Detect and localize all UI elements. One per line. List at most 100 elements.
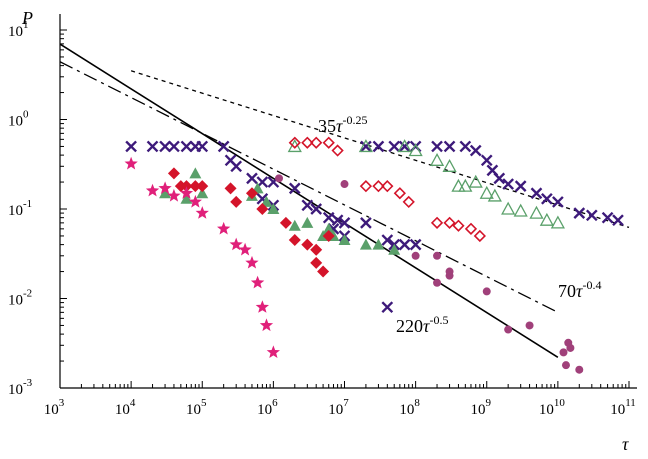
- diamond-marker: [180, 180, 193, 193]
- fit-label-35: 35τ-0.25: [318, 113, 367, 136]
- star-marker: [217, 221, 231, 235]
- x-tick-label: 104: [115, 397, 136, 418]
- diamond-marker: [245, 187, 258, 200]
- open-diamond-marker: [402, 195, 415, 209]
- diamond-marker: [196, 180, 209, 193]
- x-tick-label: 103: [44, 397, 65, 418]
- y-axis-label: P: [21, 8, 33, 28]
- fit-line-70: [59, 61, 559, 313]
- cross-marker: [360, 217, 372, 229]
- triangle-marker: [180, 192, 193, 204]
- open-diamond-marker: [372, 180, 385, 193]
- triangle-marker: [372, 238, 385, 250]
- x-tick-label: 109: [471, 397, 492, 418]
- circle-marker: [340, 180, 349, 189]
- cross-marker: [388, 140, 401, 153]
- circle-marker: [433, 278, 442, 287]
- cross-marker: [480, 154, 493, 167]
- star-marker: [238, 242, 252, 256]
- fit-label-70: 70τ-0.4: [558, 278, 601, 301]
- open-triangle-marker: [408, 143, 423, 157]
- diamond-marker: [317, 265, 330, 278]
- open-triangle-marker: [487, 188, 502, 202]
- diamond-marker: [224, 182, 237, 195]
- cross-marker: [612, 214, 624, 227]
- cross-marker: [125, 140, 137, 153]
- cross-marker: [146, 140, 159, 153]
- circle-marker: [445, 271, 454, 280]
- diamond-marker: [301, 238, 314, 251]
- x-tick-label: 105: [186, 397, 207, 418]
- x-tick-label: 1011: [610, 397, 636, 418]
- diamond-marker: [310, 256, 323, 269]
- star-marker: [250, 275, 265, 289]
- cross-marker: [585, 209, 598, 222]
- cross-marker: [288, 182, 301, 195]
- cross-marker: [502, 178, 515, 190]
- diamond-marker: [310, 243, 323, 256]
- cross-marker: [552, 196, 564, 208]
- cross-marker: [246, 172, 258, 185]
- open-diamond-marker: [301, 136, 314, 149]
- open-triangle-marker: [468, 174, 483, 188]
- circle-marker: [433, 251, 442, 260]
- triangle-marker: [159, 187, 172, 199]
- cross-marker: [409, 238, 422, 251]
- open-triangle-marker: [358, 139, 374, 153]
- triangle-marker: [267, 203, 280, 214]
- circle-marker: [482, 287, 491, 296]
- cross-marker: [301, 199, 314, 212]
- y-tick-label: 100: [8, 109, 29, 130]
- circle-marker: [559, 348, 568, 357]
- open-triangle-marker: [501, 201, 516, 215]
- plot-axes: [59, 14, 637, 389]
- y-tick-label: 10-1: [8, 198, 32, 219]
- cross-marker: [398, 140, 411, 153]
- circle-marker: [504, 325, 513, 334]
- cross-marker: [493, 172, 506, 185]
- axis-labels: 103 104 105 106 107 108 109 1010 1011 10-3 10-2 10-…: [8, 8, 636, 454]
- y-tick-label: 101: [8, 19, 29, 40]
- star-marker: [188, 194, 202, 208]
- diamond-marker: [189, 180, 202, 193]
- circle-marker: [564, 338, 573, 347]
- cross-marker: [530, 187, 543, 200]
- cross-marker: [159, 140, 171, 153]
- cross-marker: [573, 207, 586, 219]
- open-diamond-marker: [443, 216, 456, 229]
- x-tick-label: 107: [328, 397, 349, 418]
- open-diamond-marker: [322, 136, 335, 149]
- diamond-marker: [322, 229, 335, 242]
- open-triangle-marker: [451, 178, 466, 192]
- open-diamond-marker: [452, 219, 465, 232]
- circle-marker: [525, 321, 534, 330]
- triangle-marker: [338, 234, 351, 246]
- star-marker: [266, 345, 280, 358]
- cross-marker: [541, 192, 553, 205]
- open-triangle-marker: [429, 152, 445, 166]
- open-diamond-marker: [473, 229, 486, 243]
- triangle-marker: [388, 243, 401, 255]
- diamond-marker: [288, 234, 301, 247]
- cross-marker: [431, 140, 443, 153]
- open-diamond-marker: [331, 144, 344, 157]
- star-marker: [145, 183, 160, 197]
- open-triangle-marker: [529, 205, 544, 219]
- star-marker: [229, 237, 243, 251]
- cross-marker: [196, 140, 209, 153]
- cross-marker: [230, 160, 243, 173]
- circle-marker: [561, 361, 570, 370]
- y-tick-label: 10-3: [8, 377, 33, 398]
- open-diamond-marker: [381, 180, 394, 193]
- circle-marker: [275, 174, 284, 183]
- cross-marker: [381, 301, 394, 314]
- star-marker: [158, 181, 172, 194]
- cross-marker: [443, 140, 456, 153]
- x-tick-label: 108: [399, 397, 420, 418]
- star-marker: [245, 255, 259, 269]
- open-triangle-marker: [287, 139, 302, 153]
- open-triangle-marker: [397, 139, 412, 153]
- triangle-marker: [359, 238, 372, 250]
- cross-marker: [514, 180, 527, 193]
